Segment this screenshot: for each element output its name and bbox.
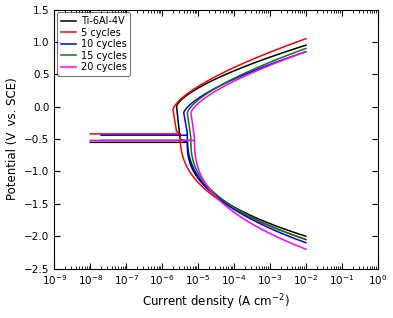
- 10 cycles: [239, 212, 244, 216]
- Y-axis label: Potential (V  vs. SCE): Potential (V vs. SCE): [6, 78, 18, 200]
- 5 cycles: [200, 185, 205, 189]
- 10 cycles: [185, 147, 190, 151]
- 5 cycles: [88, 132, 93, 136]
- 20 cycles: [201, 177, 206, 181]
- 20 cycles: [217, 198, 221, 202]
- Ti-6Al-4V: [239, 209, 244, 213]
- 15 cycles: [209, 188, 214, 192]
- Ti-6Al-4V: [211, 192, 216, 196]
- 5 cycles: [187, 170, 192, 174]
- 5 cycles: [219, 199, 223, 203]
- 5 cycles: [303, 238, 308, 241]
- 10 cycles: [303, 241, 308, 245]
- 20 cycles: [303, 247, 308, 251]
- Line: 5 cycles: 5 cycles: [90, 134, 306, 239]
- 5 cycles: [206, 190, 210, 193]
- 20 cycles: [228, 208, 233, 211]
- X-axis label: Current density (A cm$^{-2}$): Current density (A cm$^{-2}$): [142, 293, 290, 313]
- Legend: Ti-6Al-4V, 5 cycles, 10 cycles, 15 cycles, 20 cycles: Ti-6Al-4V, 5 cycles, 10 cycles, 15 cycle…: [57, 12, 130, 76]
- 20 cycles: [88, 138, 93, 142]
- Line: 20 cycles: 20 cycles: [90, 140, 306, 249]
- 20 cycles: [193, 152, 198, 156]
- 15 cycles: [189, 151, 194, 155]
- 15 cycles: [241, 211, 246, 215]
- 10 cycles: [223, 202, 228, 205]
- 15 cycles: [197, 174, 202, 178]
- 15 cycles: [99, 138, 103, 142]
- 5 cycles: [178, 146, 183, 149]
- Ti-6Al-4V: [303, 234, 308, 238]
- Line: 15 cycles: 15 cycles: [101, 140, 306, 239]
- 20 cycles: [243, 218, 248, 222]
- 10 cycles: [206, 187, 211, 191]
- 5 cycles: [235, 209, 240, 213]
- 20 cycles: [212, 193, 217, 197]
- Ti-6Al-4V: [185, 152, 190, 156]
- Ti-6Al-4V: [88, 141, 93, 144]
- 10 cycles: [211, 192, 216, 196]
- Ti-6Al-4V: [194, 174, 199, 178]
- Line: 10 cycles: 10 cycles: [101, 135, 306, 243]
- Ti-6Al-4V: [223, 200, 228, 204]
- 15 cycles: [226, 202, 230, 205]
- 10 cycles: [194, 172, 199, 176]
- Ti-6Al-4V: [206, 188, 211, 191]
- 15 cycles: [214, 193, 219, 197]
- 10 cycles: [99, 133, 103, 137]
- 15 cycles: [303, 238, 308, 241]
- Line: Ti-6Al-4V: Ti-6Al-4V: [90, 142, 306, 236]
